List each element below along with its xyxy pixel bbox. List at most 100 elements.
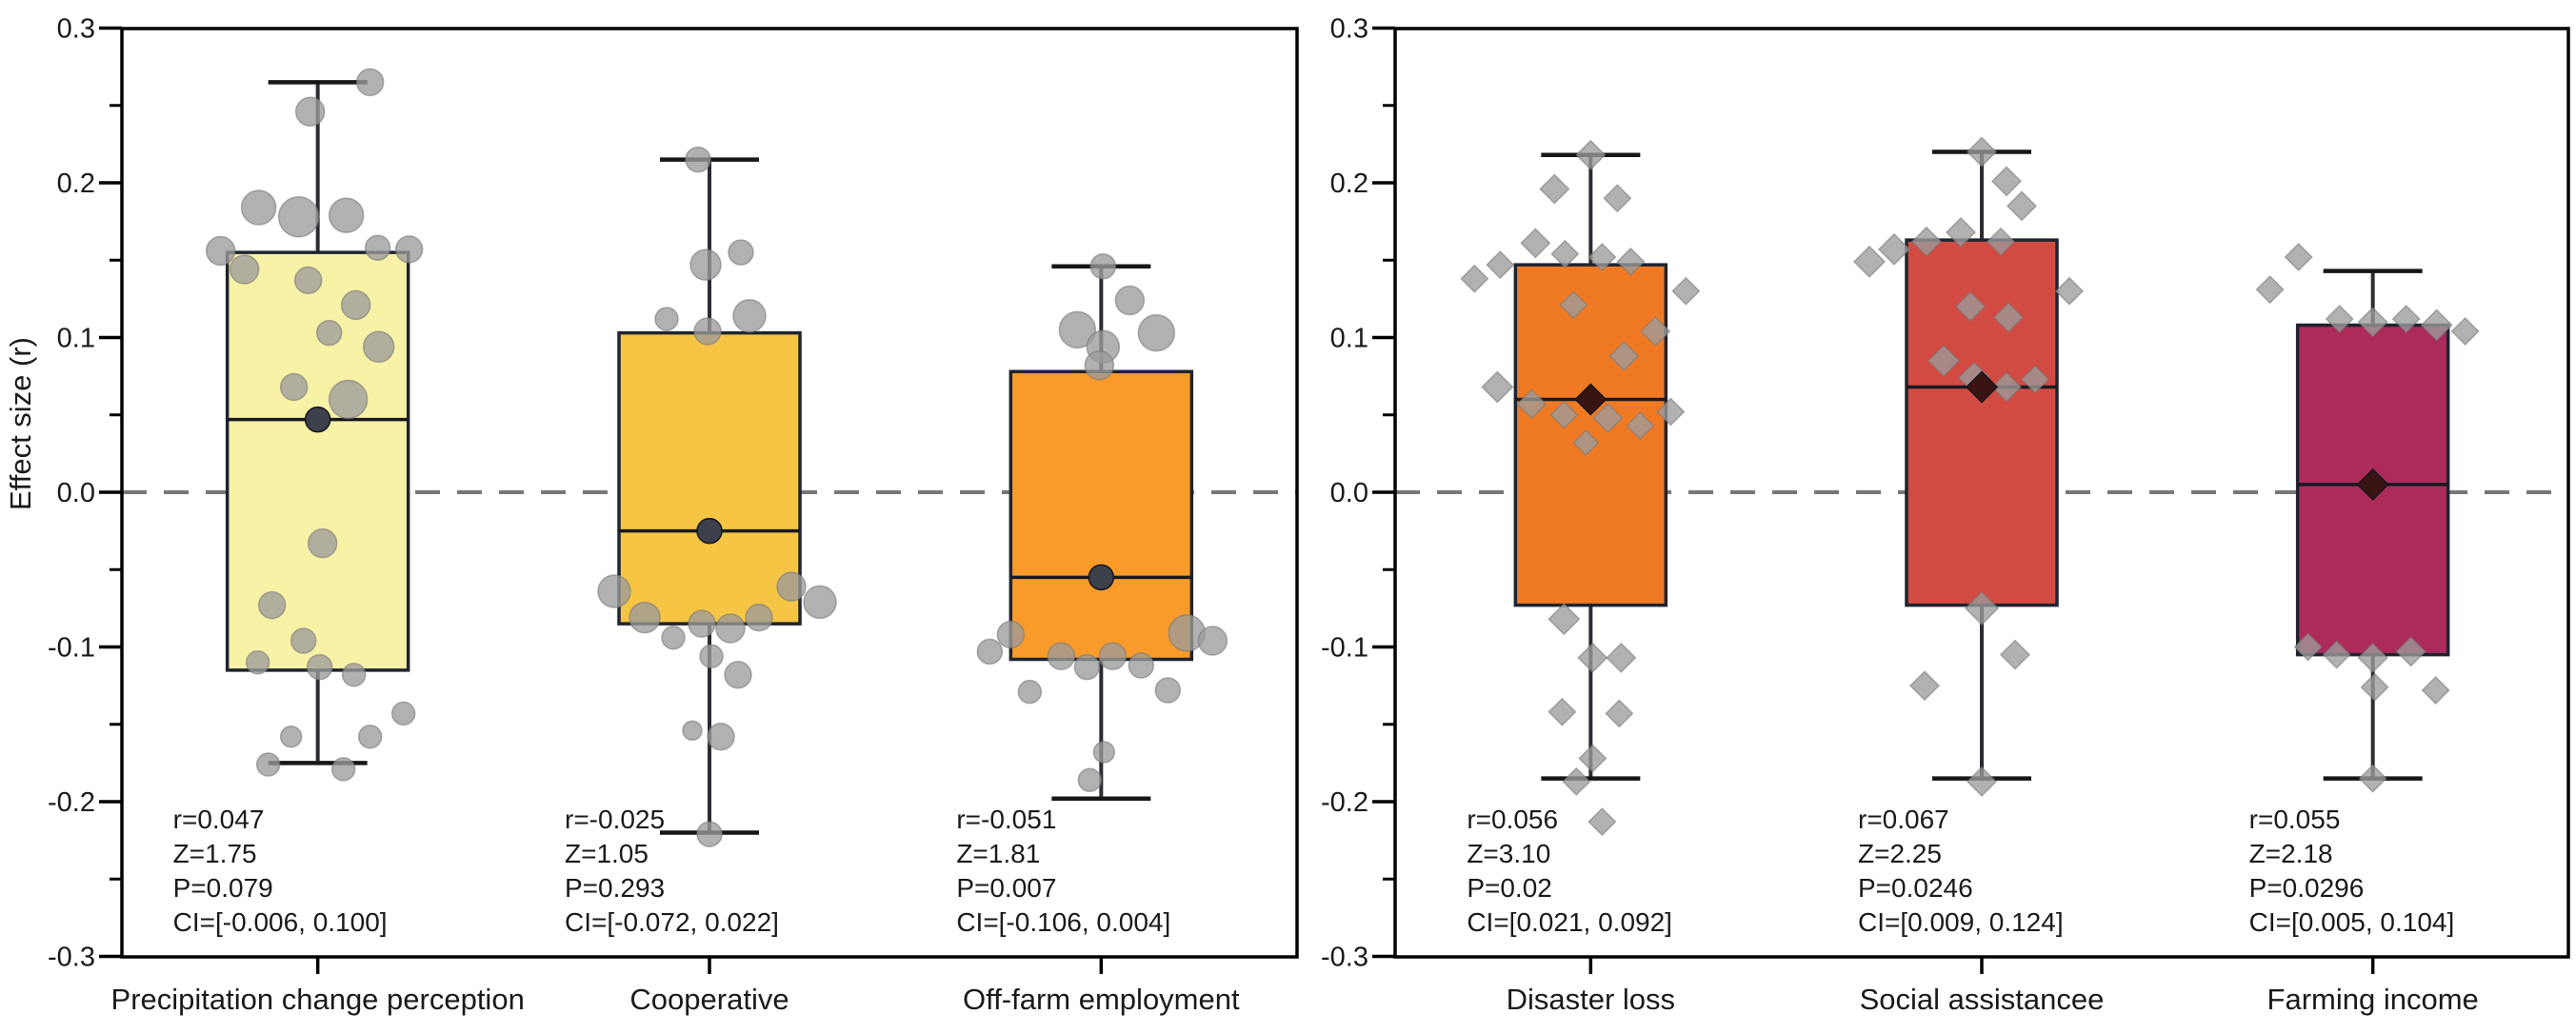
jitter-point	[279, 726, 303, 748]
jitter-point	[394, 235, 424, 264]
jitter-point	[1588, 807, 1617, 837]
jitter-point	[1588, 242, 1617, 272]
jitter-point	[1606, 642, 1637, 673]
box-group-cooperative: r=-0.025 Z=1.05 P=0.293 CI=[-0.072, 0.022]	[565, 146, 837, 974]
jitter-point	[307, 527, 338, 559]
jitter-point	[1114, 285, 1146, 316]
mean-marker	[304, 406, 331, 433]
jitter-point	[1877, 232, 1911, 266]
jitter-point	[996, 620, 1026, 649]
jitter-point	[976, 638, 1004, 666]
panel-right: r=0.056 Z=3.10 P=0.02 CI=[0.021, 0.092] Disa…	[1321, 14, 2570, 1016]
jitter-point	[315, 319, 343, 347]
stats-line: CI=[-0.072, 0.022]	[565, 907, 779, 937]
jitter-point	[776, 571, 807, 602]
stats-line: r=-0.051	[956, 805, 1056, 834]
y-tick-label: 0.0	[1330, 478, 1368, 508]
jitter-points	[1460, 139, 1701, 837]
jitter-point	[330, 757, 356, 782]
jitter-point	[229, 254, 260, 285]
stats-line: Z=1.81	[956, 839, 1040, 868]
stats-line: Z=2.25	[1858, 839, 1942, 868]
jitter-point	[1089, 253, 1117, 280]
y-tick-label: -0.1	[1321, 633, 1368, 664]
stats-line: P=0.293	[565, 873, 665, 903]
jitter-point	[205, 235, 236, 267]
jitter-point	[2325, 304, 2354, 334]
jitter-point	[2054, 276, 2085, 306]
y-tick-label: -0.2	[1321, 787, 1368, 818]
jitter-point	[1608, 340, 1640, 372]
jitter-point	[2391, 304, 2421, 334]
box-group-off-farm-employment: r=-0.051 Z=1.81 P=0.007 CI=[-0.106, 0.004]	[956, 253, 1228, 974]
jitter-point	[1549, 400, 1579, 429]
jitter-point	[688, 609, 716, 638]
jitter-point	[390, 701, 416, 726]
jitter-point	[715, 613, 746, 644]
jitter-point	[240, 189, 277, 226]
jitter-point	[1460, 264, 1489, 293]
jitter-point	[1852, 245, 1887, 278]
jitter-point	[2006, 190, 2038, 222]
stats-line: CI=[0.009, 0.124]	[1858, 907, 2064, 937]
mean-marker	[696, 517, 723, 545]
x-category-label: Off-farm employment	[963, 983, 1240, 1016]
y-axis-title: Effect size (r)	[4, 337, 37, 510]
jitter-point	[2322, 640, 2351, 669]
jitter-point	[707, 723, 735, 751]
y-tick-label: -0.1	[48, 633, 95, 664]
stats-line: CI=[0.021, 0.092]	[1467, 907, 1672, 937]
stats-line: r=0.067	[1858, 805, 1949, 834]
jitter-point	[693, 317, 722, 346]
stats-annotation: r=0.067 Z=2.25 P=0.0246 CI=[0.009, 0.124]	[1858, 805, 2064, 937]
jitter-points	[205, 68, 424, 782]
jitter-point	[1516, 388, 1548, 420]
jitter-point	[1575, 139, 1607, 170]
box	[1905, 238, 2059, 607]
jitter-point	[661, 626, 686, 650]
jitter-point	[654, 307, 679, 331]
stats-line: P=0.079	[173, 873, 273, 903]
jitter-point	[1073, 653, 1101, 681]
x-category-label: Cooperative	[629, 983, 789, 1016]
box-group-farming-income: r=0.055 Z=2.18 P=0.0296 CI=[0.005, 0.104]	[2249, 242, 2480, 974]
jitter-point	[328, 197, 365, 233]
stats-annotation: r=0.047 Z=1.75 P=0.079 CI=[-0.006, 0.100]	[173, 805, 388, 937]
jitter-point	[629, 601, 661, 634]
x-category-label: Farming income	[2267, 983, 2479, 1016]
jitter-point	[1520, 228, 1551, 259]
jitter-point	[1605, 699, 1634, 728]
jitter-point	[2421, 675, 2450, 706]
jitter-point	[1084, 350, 1115, 381]
jitter-points	[597, 146, 837, 847]
jitter-point	[1908, 670, 1941, 702]
jitter-point	[1562, 766, 1591, 796]
jitter-point	[364, 234, 391, 261]
y-tick-label: 0.1	[1330, 324, 1368, 354]
stats-line: P=0.02	[1467, 873, 1552, 903]
x-category-label: Social assistancee	[1860, 983, 2105, 1016]
jitter-point	[1954, 290, 1987, 323]
stats-annotation: r=0.055 Z=2.18 P=0.0296 CI=[0.005, 0.104]	[2249, 805, 2455, 937]
jitter-point	[1964, 590, 2000, 626]
stats-line: Z=2.18	[2249, 839, 2333, 868]
jitter-point	[290, 627, 317, 654]
jitter-point	[255, 752, 281, 777]
jitter-point	[1486, 250, 1515, 280]
jitter-point	[745, 603, 773, 632]
jitter-point	[1197, 626, 1228, 656]
jitter-point	[340, 289, 371, 321]
jitter-point	[1128, 652, 1155, 679]
jitter-point	[2358, 764, 2387, 793]
jitter-point	[2284, 242, 2313, 272]
y-tick-label: 0.3	[57, 14, 95, 45]
jitter-point	[2293, 632, 2323, 662]
jitter-point	[1550, 239, 1580, 268]
stats-annotation: r=0.056 Z=3.10 P=0.02 CI=[0.021, 0.092]	[1467, 805, 1672, 937]
y-tick-label: -0.2	[48, 787, 95, 818]
jitter-point	[1910, 226, 1943, 257]
jitter-point	[1058, 310, 1097, 349]
jitter-point	[1616, 247, 1646, 276]
